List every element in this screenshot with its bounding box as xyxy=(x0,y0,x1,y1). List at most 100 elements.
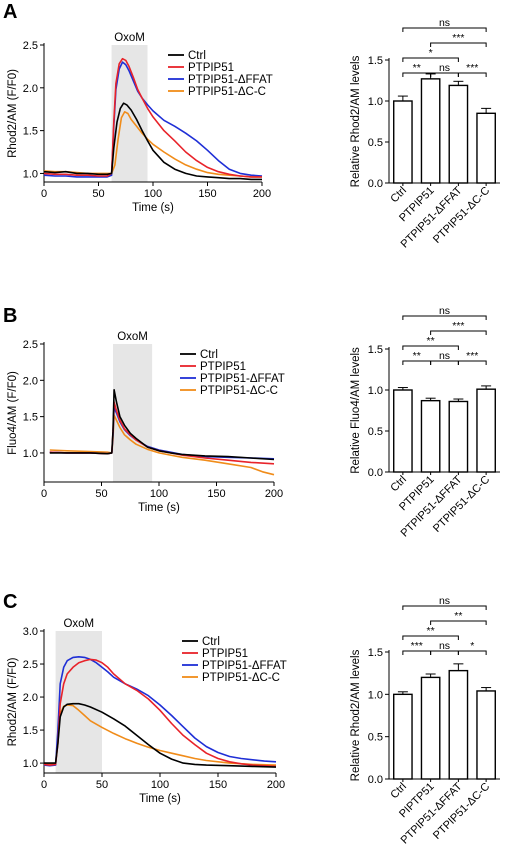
y-tick-label: 0.5 xyxy=(368,137,383,149)
y-tick-label: 2.5 xyxy=(23,659,38,671)
sig-label-0: ns xyxy=(439,305,450,317)
x-tick-label: 200 xyxy=(253,188,271,200)
legend-label-2: PTPIP51-ΔFFAT xyxy=(200,373,285,385)
sig-bracket-5 xyxy=(457,360,487,365)
series-line-3 xyxy=(49,414,275,476)
line-chart-a: OxoM 0 50 100 150 200 1.0 1.5 2.0 2.5 Time (s) Rhod… xyxy=(7,32,273,214)
y-tick-label: 2.0 xyxy=(23,692,38,704)
x-tick-label: 0 xyxy=(41,779,47,791)
bar-chart-c: 0.0 0.5 1.0 1.5 Relative Rhod2/AM levels Ctrl… xyxy=(350,595,500,846)
stimulus-label: OxoM xyxy=(117,331,148,343)
sig-label-2: ** xyxy=(427,335,435,347)
legend-label-3: PTPIP51-ΔC-C xyxy=(200,385,278,397)
series-line-0 xyxy=(43,102,262,181)
y-tick-label: 0.0 xyxy=(368,178,383,190)
sig-label-4: ns xyxy=(439,350,450,362)
panel-letter-a: A xyxy=(3,1,17,23)
sig-label-5: * xyxy=(470,640,474,652)
sig-label-3: ** xyxy=(413,350,421,362)
x-tick-label: 0 xyxy=(41,188,47,200)
legend-label-2: PTPIP51-ΔFFAT xyxy=(188,74,273,86)
bar-0 xyxy=(393,389,413,473)
y-tick-label: 2.0 xyxy=(23,83,38,95)
y-tick-label: 1.0 xyxy=(368,689,383,701)
legend-label-0: Ctrl xyxy=(188,50,206,62)
x-axis-label: Time (s) xyxy=(132,202,174,214)
sig-bracket-5 xyxy=(457,650,487,655)
y-tick-label: 2.0 xyxy=(23,375,38,387)
sig-bracket-0 xyxy=(402,315,487,320)
bar-3 xyxy=(476,112,496,184)
y-tick-label: 0.5 xyxy=(368,732,383,744)
legend-label-1: PTPIP51 xyxy=(200,361,246,373)
sig-bracket-1 xyxy=(430,620,487,625)
category-label-0: Ctrl xyxy=(388,474,409,495)
x-tick-label: 100 xyxy=(151,779,169,791)
bar-1 xyxy=(420,399,441,473)
category-label-0: Ctrl xyxy=(388,185,409,206)
bar-2 xyxy=(448,84,469,184)
sig-bracket-2 xyxy=(402,57,459,62)
line-chart-c: OxoM 0 50 100 150 200 1.0 1.5 2.0 2.5 3.0 Time (s) R… xyxy=(7,618,287,805)
sig-label-2: ** xyxy=(427,625,435,637)
y-tick-label: 2.5 xyxy=(23,40,38,52)
bar-chart-b: 0.0 0.5 1.0 1.5 Relative Fluo4/AM levels Ctrl… xyxy=(350,305,500,539)
charts-layer: OxoM 0 50 100 150 200 1.0 1.5 2.0 2.5 Time (s) Rhod… xyxy=(7,17,500,846)
bar-chart-a: 0.0 0.5 1.0 1.5 Relative Rhod2/AM levels Ctrl… xyxy=(350,17,500,250)
x-axis-label: Time (s) xyxy=(138,502,180,514)
legend-label-3: PTPIP51-ΔC-C xyxy=(202,672,280,684)
y-axis-label: Relative Fluo4/AM levels xyxy=(350,347,362,474)
y-tick-label: 0.0 xyxy=(368,774,383,786)
y-axis-label: Relative Rhod2/AM levels xyxy=(350,55,362,187)
panel-letter-b: B xyxy=(3,305,17,327)
series-line-2 xyxy=(43,61,263,178)
x-tick-label: 0 xyxy=(41,488,47,500)
y-axis-label: Fluo4/AM (F/F0) xyxy=(7,371,19,455)
y-tick-label: 1.0 xyxy=(368,96,383,108)
sig-label-4: ns xyxy=(439,640,450,652)
y-tick-label: 1.5 xyxy=(23,725,38,737)
y-tick-label: 1.0 xyxy=(23,448,38,460)
x-tick-label: 150 xyxy=(209,779,227,791)
y-axis-label: Rhod2/AM (F/F0) xyxy=(7,69,19,158)
x-tick-label: 50 xyxy=(96,779,108,791)
bar-2 xyxy=(448,669,469,780)
sig-label-0: ns xyxy=(439,595,450,607)
stimulus-shade xyxy=(111,45,148,182)
x-tick-label: 50 xyxy=(92,188,104,200)
y-tick-label: 1.0 xyxy=(368,385,383,397)
series-line-1 xyxy=(49,401,275,465)
y-tick-label: 3.0 xyxy=(23,626,38,638)
y-tick-label: 1.5 xyxy=(368,55,383,67)
bar-1 xyxy=(420,676,441,780)
bar-1 xyxy=(420,78,441,184)
sig-label-1: ** xyxy=(454,610,462,622)
sig-label-1: *** xyxy=(452,320,464,332)
sig-label-3: ** xyxy=(413,62,421,74)
x-tick-label: 200 xyxy=(267,779,285,791)
sig-label-4: ns xyxy=(439,62,450,74)
series-line-1 xyxy=(43,57,262,178)
stimulus-label: OxoM xyxy=(114,32,145,44)
series-line-3 xyxy=(43,111,262,178)
y-tick-label: 0.5 xyxy=(368,426,383,438)
legend-label-1: PTPIP51 xyxy=(202,648,248,660)
x-tick-label: 100 xyxy=(150,488,168,500)
sig-bracket-0 xyxy=(402,605,487,610)
y-axis-label: Relative Rhod2/AM levels xyxy=(350,649,362,781)
sig-bracket-5 xyxy=(457,72,487,77)
sig-bracket-1 xyxy=(430,330,487,335)
bar-2 xyxy=(448,400,469,473)
panel-letter-c: C xyxy=(3,591,17,613)
category-label-0: Ctrl xyxy=(388,781,409,802)
legend-label-0: Ctrl xyxy=(200,349,218,361)
line-chart-b: OxoM 0 50 100 150 200 1.0 1.5 2.0 2.5 Time (s) Fluo… xyxy=(7,331,285,514)
series-line-1 xyxy=(43,658,277,768)
sig-label-3: *** xyxy=(411,640,423,652)
sig-label-5: *** xyxy=(466,62,478,74)
bar-0 xyxy=(393,693,413,780)
x-tick-label: 50 xyxy=(95,488,107,500)
x-tick-label: 100 xyxy=(144,188,162,200)
legend-label-2: PTPIP51-ΔFFAT xyxy=(202,660,287,672)
